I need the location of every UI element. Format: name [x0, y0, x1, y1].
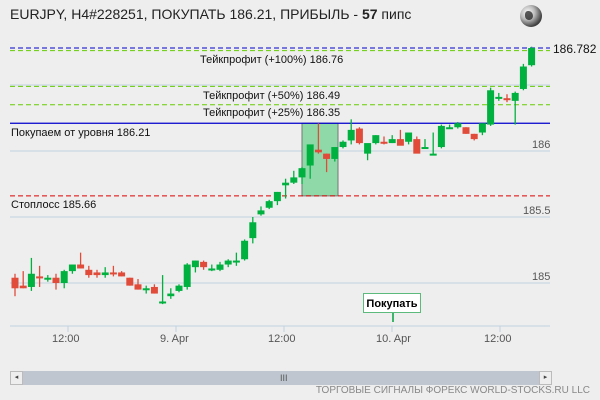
profit-pips: 57 [361, 6, 378, 22]
title-suffix: пипс [377, 6, 412, 22]
x-tick-label: 12:00 [52, 333, 80, 345]
x-tick-label: 10. Apr [376, 333, 411, 345]
y-tick-186: 186 [532, 139, 551, 151]
globe-icon[interactable] [520, 5, 542, 27]
x-tick-label: 12:00 [484, 333, 512, 345]
horizontal-scrollbar[interactable]: ◂ III ▸ [10, 371, 552, 385]
y-tick-185: 185 [532, 271, 551, 283]
takeprofit-25-label: Тейкпрофит (+25%) 186.35 [203, 107, 341, 119]
footer-credit: ТОРГОВЫЕ СИГНАЛЫ ФОРЕКС WORLD-STOCKS.RU … [315, 385, 590, 396]
entry-level-label: Покупаем от уровня 186.21 [11, 127, 151, 139]
takeprofit-50-label: Тейкпрофит (+50%) 186.49 [203, 90, 341, 102]
scroll-grip-icon[interactable]: III [280, 373, 288, 383]
stoploss-label: Стоплосс 185.66 [11, 199, 97, 211]
title-prefix: EURJPY, H4#228251, ПОКУПАТЬ 186.21, ПРИБ… [10, 6, 362, 22]
takeprofit-100-label: Тейкпрофит (+100%) 186.76 [200, 54, 344, 66]
current-price-label: 186.782 [553, 42, 597, 56]
x-tick-label: 12:00 [268, 333, 296, 345]
y-tick-185-5: 185.5 [523, 205, 551, 217]
buy-signal-marker[interactable]: Покупать [363, 293, 421, 313]
chart-title: EURJPY, H4#228251, ПОКУПАТЬ 186.21, ПРИБ… [10, 6, 411, 22]
scroll-right-arrow-icon[interactable]: ▸ [539, 371, 552, 385]
scroll-left-arrow-icon[interactable]: ◂ [10, 371, 23, 385]
x-tick-label: 9. Apr [160, 333, 189, 345]
